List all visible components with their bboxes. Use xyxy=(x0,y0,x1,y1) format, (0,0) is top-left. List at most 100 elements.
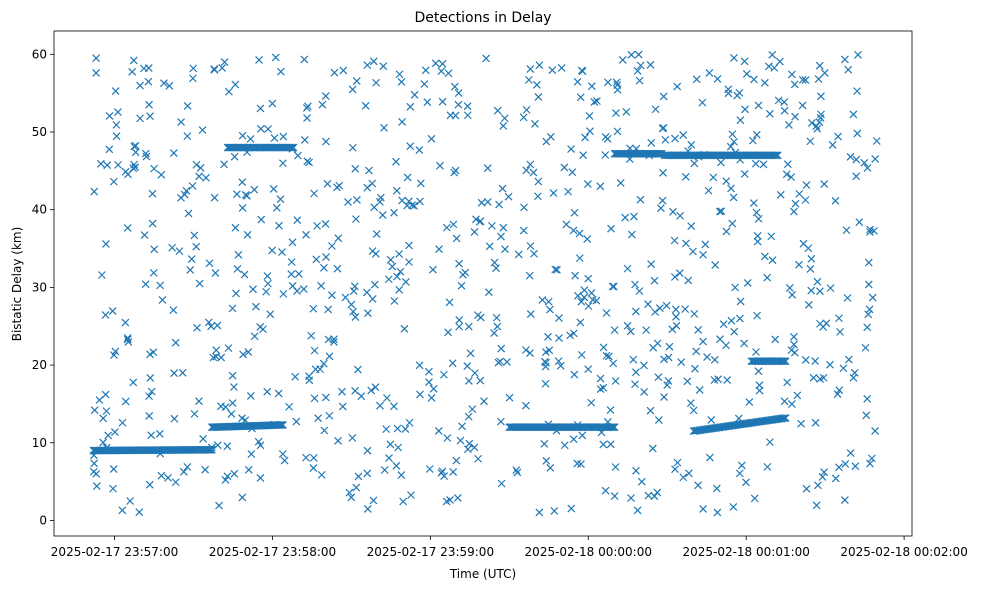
data-point xyxy=(599,440,608,449)
data-point xyxy=(303,114,311,122)
data-point xyxy=(401,277,410,286)
data-point xyxy=(263,272,272,280)
data-point xyxy=(382,394,391,402)
data-point xyxy=(199,434,208,443)
data-point xyxy=(840,496,849,504)
data-point xyxy=(765,109,774,118)
data-point xyxy=(416,179,425,188)
data-point xyxy=(270,134,279,142)
data-point xyxy=(344,198,352,207)
data-point xyxy=(852,155,861,164)
data-point xyxy=(816,375,825,383)
data-point xyxy=(626,327,635,336)
data-point xyxy=(587,289,596,297)
data-point xyxy=(220,58,229,67)
data-point xyxy=(243,230,252,239)
data-point xyxy=(386,255,395,264)
data-point xyxy=(449,468,458,476)
data-point xyxy=(781,413,790,422)
data-point xyxy=(593,97,601,106)
data-point xyxy=(363,309,372,318)
data-point xyxy=(201,465,210,474)
data-point xyxy=(169,306,178,314)
data-point xyxy=(325,411,334,420)
data-point xyxy=(92,54,101,63)
data-point xyxy=(255,56,263,64)
data-point xyxy=(828,140,837,149)
data-point xyxy=(831,196,840,205)
data-point xyxy=(675,269,684,278)
data-point xyxy=(795,189,804,198)
data-point xyxy=(730,137,738,146)
y-axis: 0 10 20 30 40 50 60 xyxy=(32,47,54,527)
data-point xyxy=(497,479,506,488)
data-point xyxy=(474,454,483,463)
data-point xyxy=(372,78,380,87)
data-point xyxy=(750,494,759,503)
data-point xyxy=(701,240,710,249)
data-point xyxy=(603,134,612,143)
data-point xyxy=(710,355,719,364)
data-point xyxy=(637,477,646,486)
data-point xyxy=(198,126,207,135)
data-point xyxy=(288,144,297,153)
data-point xyxy=(438,59,447,68)
data-point xyxy=(278,248,286,257)
data-point xyxy=(276,67,285,76)
data-point xyxy=(321,220,330,228)
data-point xyxy=(348,143,357,152)
data-point xyxy=(659,92,668,101)
data-point xyxy=(759,160,768,169)
data-point xyxy=(577,297,586,306)
data-point xyxy=(279,420,287,429)
data-point xyxy=(292,417,301,426)
data-point xyxy=(186,265,195,274)
data-point xyxy=(818,473,827,481)
data-point xyxy=(613,127,622,136)
data-point xyxy=(150,245,159,254)
data-point xyxy=(302,230,310,239)
data-point xyxy=(233,265,242,273)
data-point xyxy=(320,426,329,435)
data-point xyxy=(496,417,505,426)
data-point xyxy=(457,281,466,290)
data-point xyxy=(730,327,739,336)
data-point xyxy=(743,278,752,287)
data-point xyxy=(573,291,582,300)
data-point xyxy=(139,64,148,73)
data-point xyxy=(635,76,644,85)
data-point xyxy=(334,436,342,445)
data-point xyxy=(99,438,108,447)
data-point xyxy=(250,332,259,341)
data-point xyxy=(632,466,640,475)
data-point xyxy=(348,433,357,442)
data-point xyxy=(263,387,272,396)
data-point xyxy=(771,335,780,344)
data-point xyxy=(751,159,760,168)
data-point xyxy=(764,62,773,71)
data-point xyxy=(814,481,822,490)
data-point xyxy=(309,453,318,462)
data-point xyxy=(268,246,277,255)
data-point xyxy=(776,190,785,199)
data-point xyxy=(555,334,563,343)
data-point xyxy=(699,337,707,346)
data-point xyxy=(868,293,877,302)
data-point xyxy=(627,494,635,502)
data-point xyxy=(246,392,255,400)
data-point xyxy=(465,439,474,448)
data-point xyxy=(705,453,714,462)
data-point xyxy=(218,64,227,72)
data-point xyxy=(798,101,807,110)
data-point xyxy=(560,441,569,450)
data-point xyxy=(405,241,413,250)
data-point xyxy=(405,418,414,427)
data-point xyxy=(567,504,576,513)
data-point xyxy=(436,161,444,170)
data-point xyxy=(691,364,699,373)
data-point xyxy=(128,67,137,76)
data-point xyxy=(155,429,164,438)
data-point xyxy=(532,80,541,89)
data-point xyxy=(651,105,660,114)
data-point xyxy=(656,204,665,213)
